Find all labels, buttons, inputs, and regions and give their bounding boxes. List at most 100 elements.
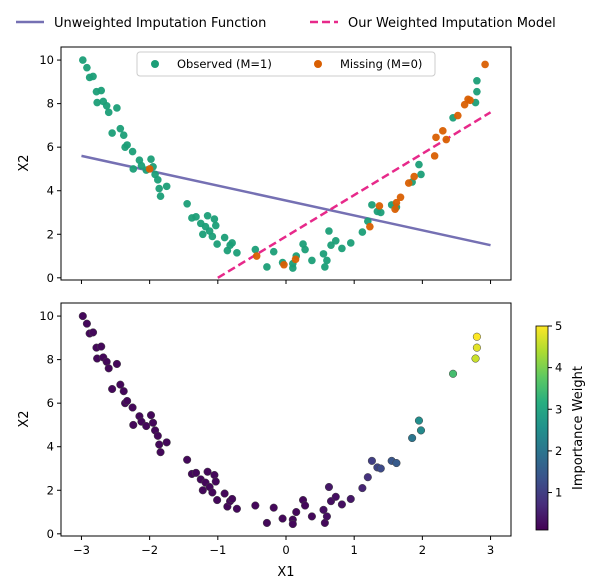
top-axes-frame	[60, 46, 512, 281]
observed-point	[376, 208, 385, 217]
missing-point	[391, 205, 399, 214]
weighted-point	[331, 492, 340, 501]
top-fit-lines	[81, 111, 492, 279]
top-ytick-label-3: 6	[47, 140, 54, 154]
weighted-point	[324, 482, 334, 492]
weighted-point	[471, 354, 480, 363]
bottom-scatter-points	[78, 312, 481, 529]
observed-point	[199, 230, 207, 239]
legend-label-unweighted: Unweighted Imputation Function	[54, 16, 266, 31]
weighted-point	[148, 418, 158, 427]
observed-point	[89, 72, 97, 81]
observed-point	[155, 184, 163, 193]
top-inner-legend-frame	[136, 51, 436, 77]
bottom-xtick-label-1: −2	[141, 543, 158, 557]
observed-point	[211, 221, 220, 230]
observed-point	[417, 170, 425, 179]
weighted-point	[198, 486, 207, 495]
colorbar-tick-label-4: 5	[555, 319, 562, 333]
weighted-point	[301, 501, 310, 510]
weighted-point	[448, 369, 458, 378]
weighted-point	[112, 359, 121, 369]
observed-point	[473, 87, 481, 96]
observed-point	[338, 244, 346, 253]
weighted-point	[288, 519, 297, 529]
observed-point	[79, 56, 87, 64]
observed-point	[210, 215, 219, 223]
weighted-point	[337, 500, 346, 509]
observed-point	[102, 101, 111, 110]
weighted-point	[292, 507, 301, 517]
observed-point	[156, 192, 165, 200]
weighted-point	[376, 464, 385, 473]
observed-point	[368, 201, 376, 209]
weighted-point	[142, 421, 151, 431]
weighted-point	[269, 503, 278, 512]
weighted-point	[211, 477, 220, 486]
missing-point	[481, 60, 489, 69]
observed-point	[325, 227, 333, 235]
weighted-point	[319, 505, 328, 514]
bottom-axes-ticks: 0 2 4 6 8 10 −3 −2 −1 0 1 2 3	[39, 309, 494, 557]
legend-label-observed: Observed (M=1)	[177, 57, 272, 71]
top-inner-legend: Observed (M=1) Missing (M=0)	[136, 51, 436, 77]
legend-marker-missing	[314, 60, 322, 68]
bottom-ytick-label-1: 2	[47, 483, 54, 497]
missing-point	[145, 165, 154, 173]
weighted-point	[208, 488, 217, 497]
bottom-ytick-label-0: 0	[47, 527, 54, 541]
bottom-xtick-label-4: 1	[351, 543, 358, 557]
observed-point	[289, 264, 297, 272]
colorbar-tick-label-0: 1	[555, 486, 562, 500]
top-axes-ticks: 0 2 4 6 8 10	[39, 53, 492, 285]
missing-point	[404, 179, 413, 187]
weighted-point	[414, 416, 424, 425]
colorbar-gradient	[535, 325, 549, 531]
weighted-point	[307, 512, 316, 521]
observed-point	[208, 232, 217, 241]
weighted-point	[153, 431, 162, 440]
weighted-point	[116, 380, 125, 389]
weighted-point	[128, 403, 137, 412]
weighted-point	[346, 494, 355, 504]
bottom-xtick-label-0: −3	[73, 543, 90, 557]
legend-label-weighted: Our Weighted Imputation Model	[348, 16, 556, 31]
missing-point	[392, 198, 401, 207]
weighted-point	[220, 489, 229, 498]
weighted-point	[392, 459, 401, 468]
top-ylabel: X2	[17, 154, 32, 171]
weighted-point	[123, 396, 132, 406]
bottom-xtick-label-5: 2	[419, 543, 426, 557]
observed-point	[358, 228, 367, 236]
missing-point	[442, 135, 451, 144]
weighted-point	[191, 468, 201, 477]
weighted-point	[278, 514, 287, 523]
missing-point	[460, 100, 469, 109]
missing-point	[252, 252, 261, 260]
observed-point	[308, 256, 316, 265]
observed-point	[346, 239, 355, 247]
top-ytick-label-4: 8	[47, 97, 54, 111]
observed-point	[233, 248, 241, 257]
weighted-point	[119, 387, 128, 396]
observed-point	[116, 124, 125, 133]
missing-point	[430, 152, 439, 160]
weighted-point	[322, 512, 331, 521]
missing-point	[366, 222, 374, 231]
observed-point	[119, 131, 128, 139]
top-scatter-points	[79, 56, 489, 272]
observed-point	[162, 182, 171, 191]
missing-point	[454, 111, 462, 120]
observed-point	[251, 245, 260, 254]
observed-point	[301, 245, 309, 254]
weighted-point	[367, 456, 376, 465]
weighted-point	[146, 411, 156, 420]
observed-point	[228, 239, 236, 247]
missing-point	[466, 96, 474, 105]
observed-point	[415, 160, 423, 169]
weighted-point	[104, 364, 113, 373]
bottom-ytick-label-3: 6	[47, 396, 54, 410]
weighted-point	[213, 496, 222, 505]
weighted-point	[203, 467, 212, 476]
